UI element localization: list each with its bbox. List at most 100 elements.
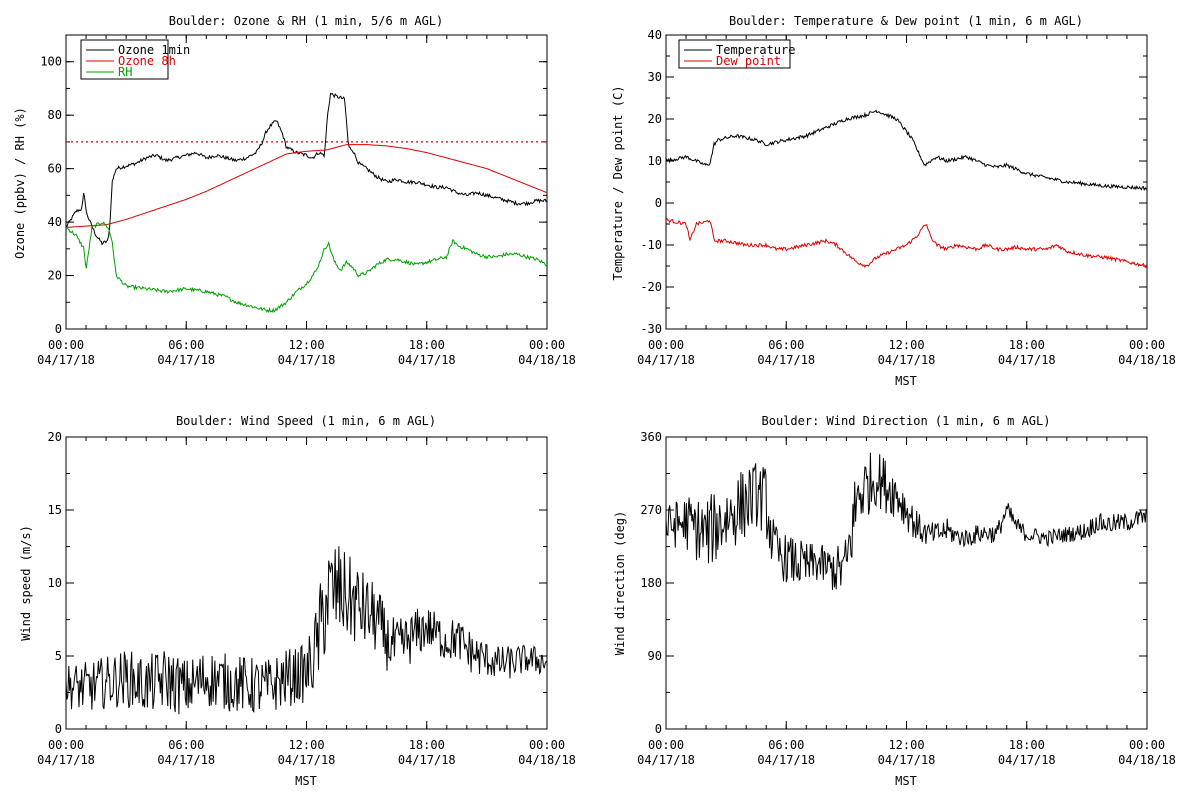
y-tick-label: 5 <box>55 649 62 663</box>
x-tick-date: 04/17/18 <box>637 353 695 367</box>
x-tick-time: 00:00 <box>48 338 84 352</box>
x-tick-date: 04/17/18 <box>37 353 95 367</box>
legend-box <box>678 39 791 69</box>
x-tick-time: 00:00 <box>529 738 565 752</box>
legend-label-rh: RH <box>118 65 132 79</box>
wind-speed-xlabel: MST <box>295 774 317 788</box>
series-line-ozone-1min <box>65 92 548 246</box>
legend-label-dew-point: Dew point <box>716 54 781 68</box>
wind-direction-axes: 09018027036000:0004/17/1806:0004/17/1812… <box>637 430 1176 767</box>
x-tick-time: 06:00 <box>768 338 804 352</box>
x-tick-date: 04/18/18 <box>518 753 576 767</box>
x-tick-time: 18:00 <box>1009 338 1045 352</box>
y-tick-label: 40 <box>48 215 62 229</box>
x-tick-time: 12:00 <box>888 338 924 352</box>
x-tick-time: 00:00 <box>648 338 684 352</box>
x-tick-date: 04/17/18 <box>398 353 456 367</box>
temp-dew-axes: -30-20-1001020304000:0004/17/1806:0004/1… <box>637 28 1176 367</box>
series-line-temperature <box>665 109 1148 191</box>
series-line-ozone-8h <box>66 144 548 228</box>
x-tick-time: 00:00 <box>48 738 84 752</box>
x-tick-date: 04/17/18 <box>278 353 336 367</box>
x-tick-time: 18:00 <box>1009 738 1045 752</box>
y-tick-label: -10 <box>640 238 662 252</box>
y-tick-label: 270 <box>640 503 662 517</box>
y-tick-label: 15 <box>48 503 62 517</box>
x-tick-date: 04/17/18 <box>757 353 815 367</box>
y-tick-label: 40 <box>648 28 662 42</box>
series-line-rh <box>65 221 548 314</box>
y-tick-label: 60 <box>48 162 62 176</box>
y-tick-label: 100 <box>40 55 62 69</box>
y-tick-label: 80 <box>48 108 62 122</box>
x-tick-date: 04/17/18 <box>998 753 1056 767</box>
temp-dew-xlabel: MST <box>895 374 917 388</box>
x-tick-date: 04/17/18 <box>878 753 936 767</box>
x-tick-date: 04/17/18 <box>398 753 456 767</box>
y-tick-label: 20 <box>48 430 62 444</box>
legend-label-temperature: Temperature <box>716 43 795 57</box>
x-tick-time: 12:00 <box>288 738 324 752</box>
series-line-data-2 <box>65 546 548 715</box>
y-tick-label: 0 <box>55 722 62 736</box>
y-tick-label: 10 <box>48 576 62 590</box>
x-tick-date: 04/18/18 <box>1118 753 1176 767</box>
x-tick-date: 04/18/18 <box>518 353 576 367</box>
y-tick-label: 30 <box>648 70 662 84</box>
legend-label-ozone-1min: Ozone 1min <box>118 43 190 57</box>
x-tick-time: 18:00 <box>409 738 445 752</box>
plot-frame <box>665 34 1148 330</box>
x-tick-time: 12:00 <box>888 738 924 752</box>
temp-dew-ylabel: Temperature / Dew point (C) <box>611 85 625 280</box>
x-tick-time: 00:00 <box>529 338 565 352</box>
series-line-dew-point <box>665 217 1148 269</box>
wind-direction-title: Boulder: Wind Direction (1 min, 6 m AGL) <box>762 414 1051 428</box>
wind-direction-xlabel: MST <box>895 774 917 788</box>
wind-speed-ylabel: Wind speed (m/s) <box>19 525 33 641</box>
x-tick-time: 06:00 <box>768 738 804 752</box>
wind-speed-title: Boulder: Wind Speed (1 min, 6 m AGL) <box>176 414 436 428</box>
x-tick-time: 18:00 <box>409 338 445 352</box>
y-tick-label: 180 <box>640 576 662 590</box>
wind-direction-panel: Boulder: Wind Direction (1 min, 6 m AGL)… <box>613 414 1176 788</box>
x-tick-time: 00:00 <box>1129 338 1165 352</box>
x-tick-time: 06:00 <box>168 338 204 352</box>
ozone-rh-title: Boulder: Ozone & RH (1 min, 5/6 m AGL) <box>169 14 444 28</box>
x-tick-time: 00:00 <box>648 738 684 752</box>
temp-dew-legend: Temperature Dew point <box>678 39 795 69</box>
y-tick-label: -30 <box>640 322 662 336</box>
y-tick-label: 0 <box>55 322 62 336</box>
wind-speed-panel: Boulder: Wind Speed (1 min, 6 m AGL) Win… <box>19 414 576 788</box>
wind-direction-ylabel: Wind direction (deg) <box>613 511 627 656</box>
ozone-rh-panel: Boulder: Ozone & RH (1 min, 5/6 m AGL) O… <box>13 14 576 367</box>
y-tick-label: 90 <box>648 649 662 663</box>
y-tick-label: 20 <box>48 269 62 283</box>
y-tick-label: 0 <box>655 722 662 736</box>
x-tick-date: 04/17/18 <box>157 753 215 767</box>
ozone-rh-legend: Ozone 1min Ozone 8h RH <box>80 39 190 80</box>
y-tick-label: 360 <box>640 430 662 444</box>
x-tick-time: 12:00 <box>288 338 324 352</box>
x-tick-date: 04/17/18 <box>998 353 1056 367</box>
temp-dew-panel: Boulder: Temperature & Dew point (1 min,… <box>611 14 1176 388</box>
series-line-data-3 <box>665 452 1148 590</box>
x-tick-date: 04/17/18 <box>37 753 95 767</box>
ozone-rh-ylabel: Ozone (ppbv) / RH (%) <box>13 107 27 259</box>
x-tick-date: 04/18/18 <box>1118 353 1176 367</box>
x-tick-time: 06:00 <box>168 738 204 752</box>
y-tick-label: 0 <box>655 196 662 210</box>
y-tick-label: 20 <box>648 112 662 126</box>
x-tick-date: 04/17/18 <box>278 753 336 767</box>
legend-label-ozone-8h: Ozone 8h <box>118 54 176 68</box>
temp-dew-title: Boulder: Temperature & Dew point (1 min,… <box>729 14 1083 28</box>
y-tick-label: 10 <box>648 154 662 168</box>
x-tick-time: 00:00 <box>1129 738 1165 752</box>
ozone-rh-axes: 02040608010000:0004/17/1806:0004/17/1812… <box>37 34 576 367</box>
y-tick-label: -20 <box>640 280 662 294</box>
x-tick-date: 04/17/18 <box>757 753 815 767</box>
x-tick-date: 04/17/18 <box>878 353 936 367</box>
x-tick-date: 04/17/18 <box>637 753 695 767</box>
wind-speed-axes: 0510152000:0004/17/1806:0004/17/1812:000… <box>37 430 576 767</box>
